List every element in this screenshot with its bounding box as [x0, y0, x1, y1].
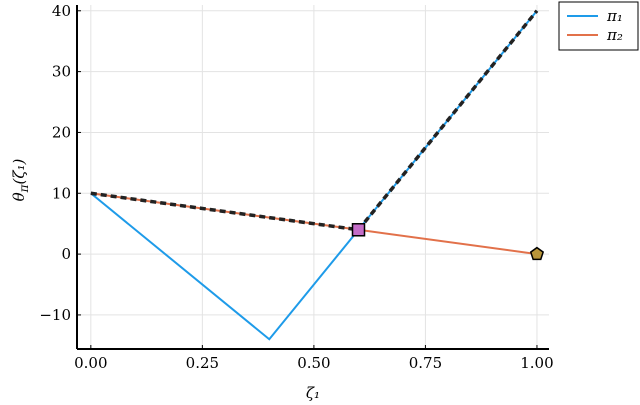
y-axis-label: θπ(ζ₁) — [10, 158, 31, 201]
x-tick-label: 0.00 — [74, 354, 107, 372]
legend-label: π₁ — [606, 7, 623, 25]
y-label-base: θ — [10, 192, 28, 201]
x-axis-label: ζ₁ — [306, 384, 320, 402]
y-tick-label: 0 — [61, 245, 71, 263]
y-tick-label: 40 — [52, 2, 71, 20]
y-tick-label: 10 — [52, 184, 71, 202]
x-tick-label: 1.00 — [520, 354, 553, 372]
square-marker — [351, 223, 366, 237]
y-tick-label: −10 — [39, 306, 71, 324]
x-tick-label: 0.50 — [297, 354, 330, 372]
x-tick-label: 0.75 — [409, 354, 442, 372]
y-label-sub: π — [17, 183, 31, 193]
y-label-arg: (ζ₁) — [10, 158, 28, 184]
y-tick-label: 20 — [52, 123, 71, 141]
x-tick-label: 0.25 — [186, 354, 219, 372]
y-tick-label: 30 — [52, 63, 71, 81]
legend-label: π₂ — [606, 26, 623, 44]
legend-box — [558, 1, 639, 51]
pentagon-marker — [529, 246, 545, 261]
